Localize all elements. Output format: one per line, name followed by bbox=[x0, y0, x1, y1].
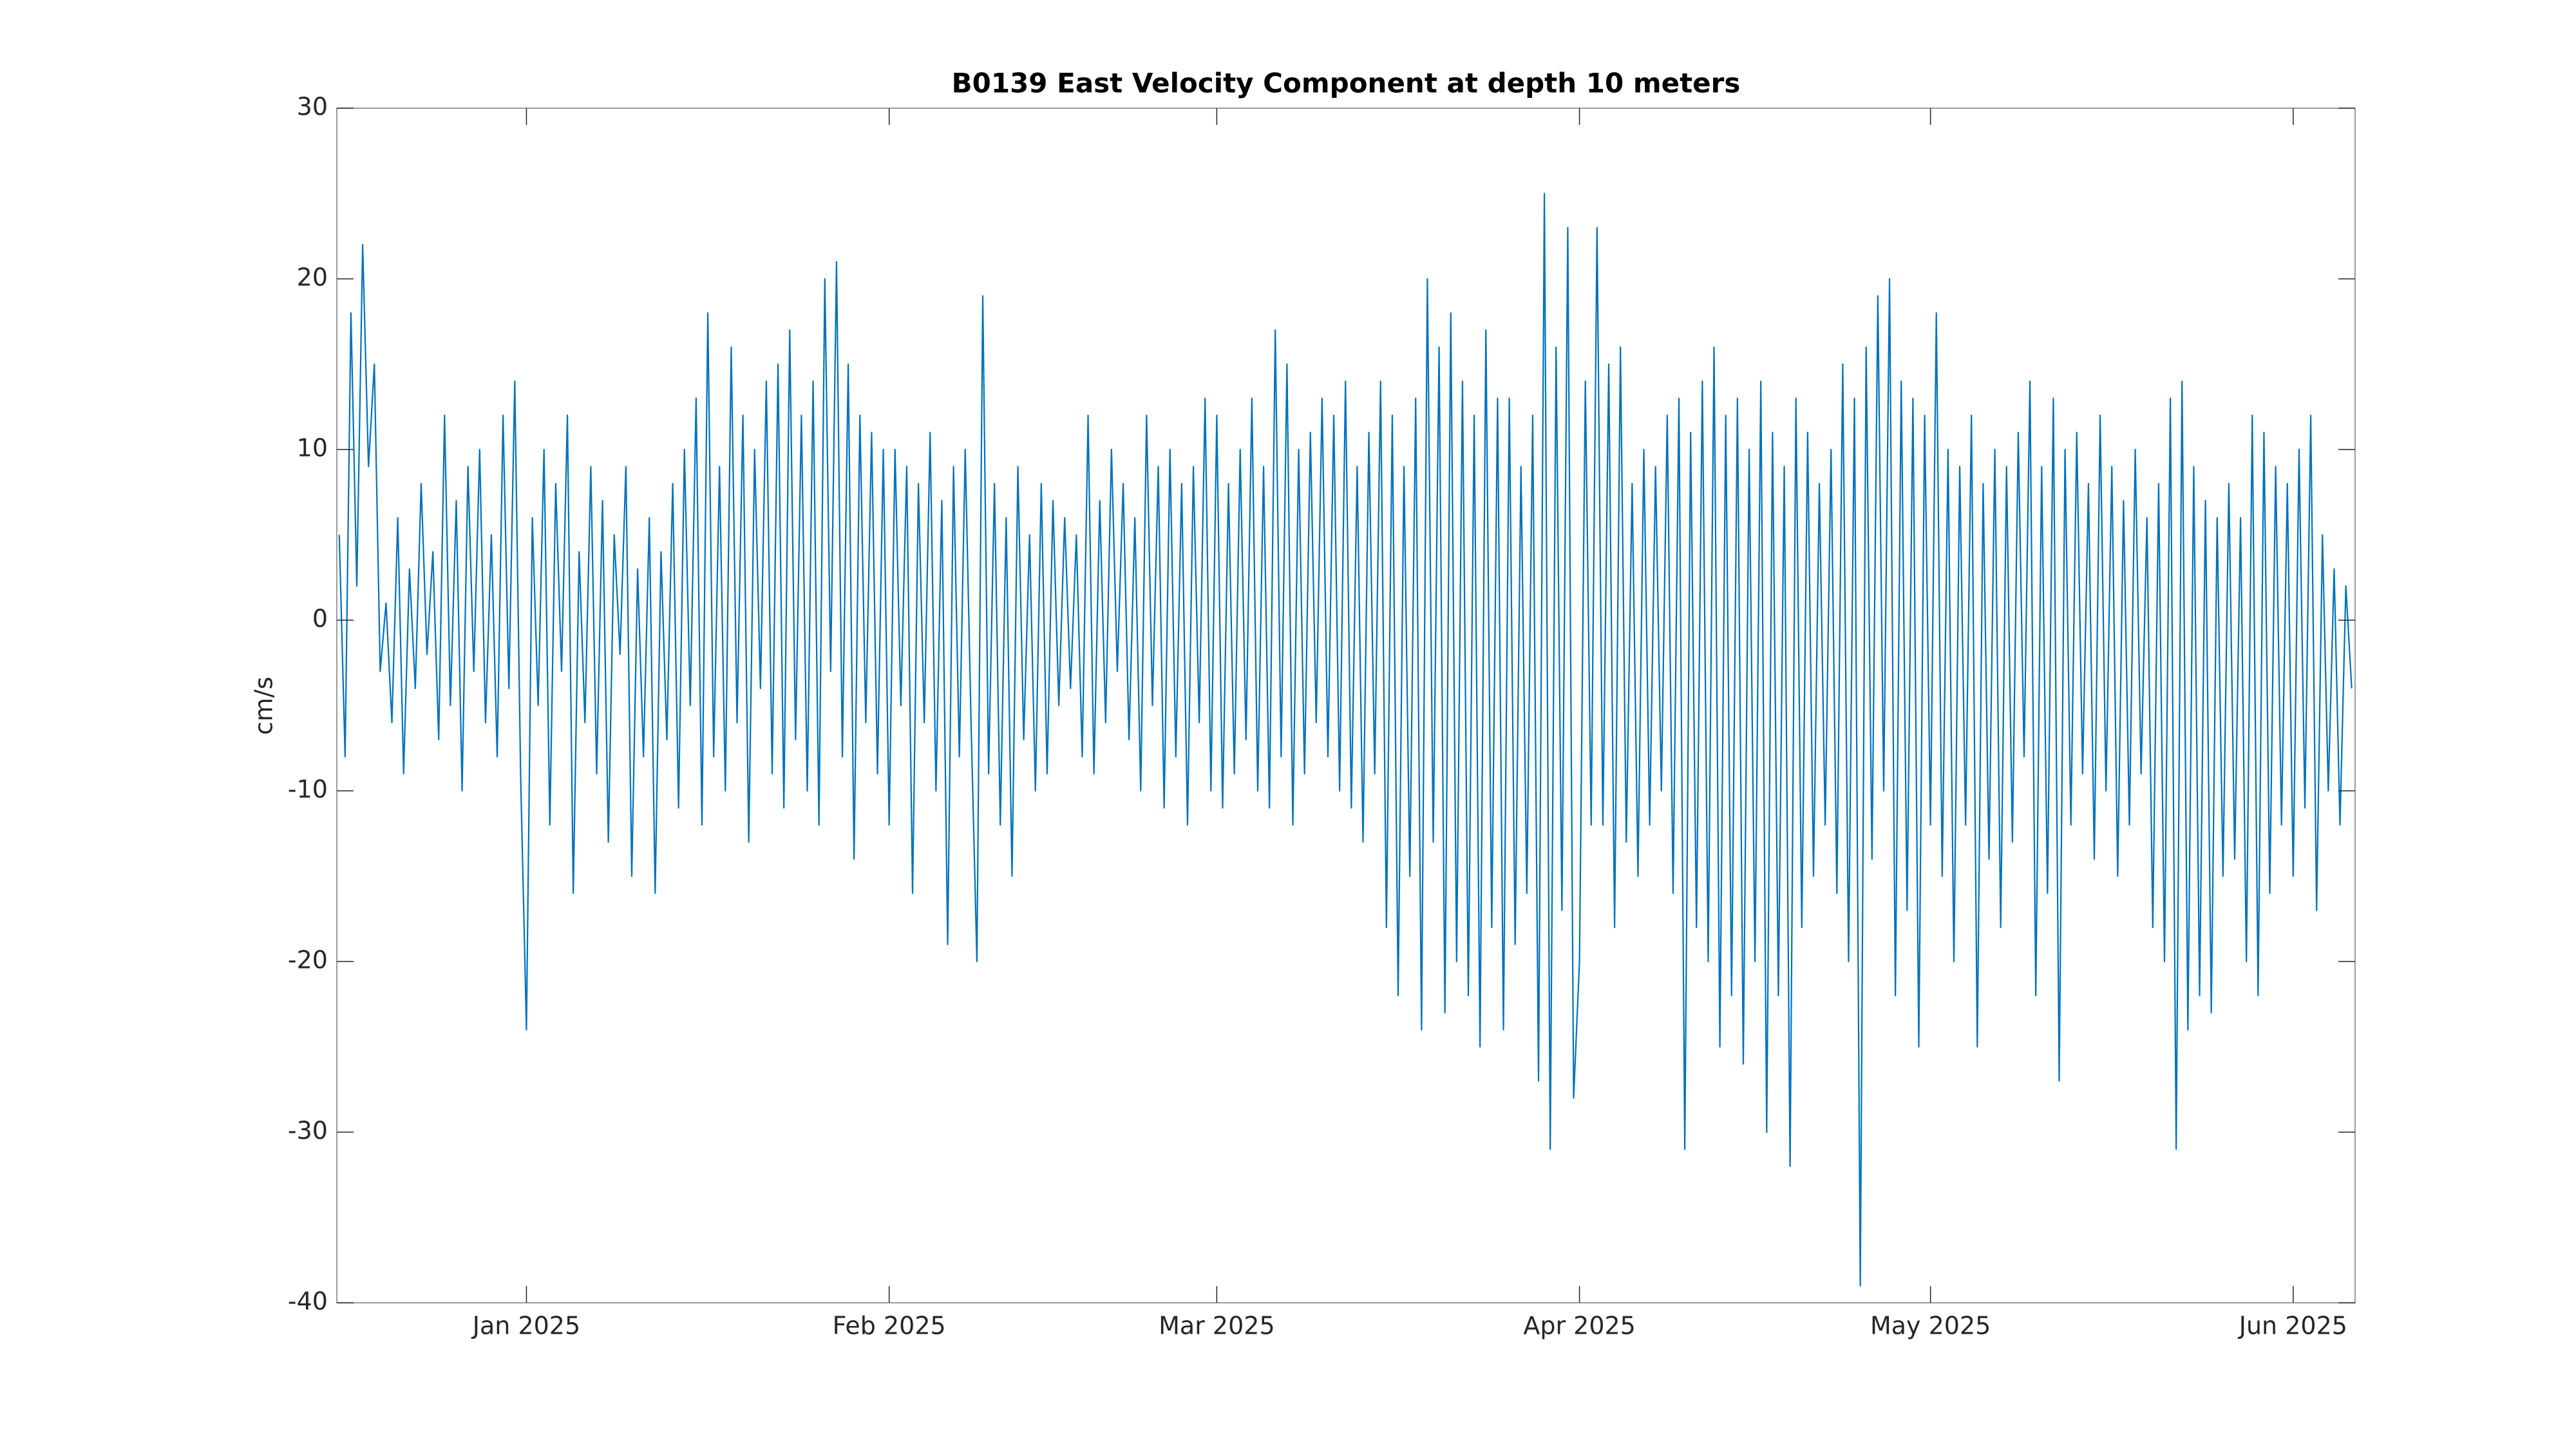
y-tick-label: 10 bbox=[297, 434, 328, 462]
x-tick-label: Mar 2025 bbox=[1159, 1312, 1274, 1340]
y-tick-label: 20 bbox=[297, 263, 328, 292]
y-tick-label: -20 bbox=[288, 946, 328, 974]
data-line bbox=[338, 193, 2353, 1287]
y-tick-label: -10 bbox=[288, 775, 328, 804]
y-axis-label: cm/s bbox=[250, 677, 278, 735]
chart-title: B0139 East Velocity Component at depth 1… bbox=[952, 68, 1741, 99]
y-tick-label: -40 bbox=[288, 1287, 328, 1316]
y-tick-label: 30 bbox=[297, 93, 328, 121]
x-tick-label: Feb 2025 bbox=[833, 1312, 946, 1340]
x-tick-label: Jun 2025 bbox=[2238, 1312, 2347, 1340]
y-tick-label: 0 bbox=[312, 605, 328, 633]
x-tick-label: Jan 2025 bbox=[471, 1312, 580, 1340]
x-tick-label: May 2025 bbox=[1870, 1312, 1991, 1340]
y-tick-label: -30 bbox=[288, 1117, 328, 1145]
x-tick-label: Apr 2025 bbox=[1523, 1312, 1636, 1340]
axes-frame bbox=[336, 108, 2356, 1303]
